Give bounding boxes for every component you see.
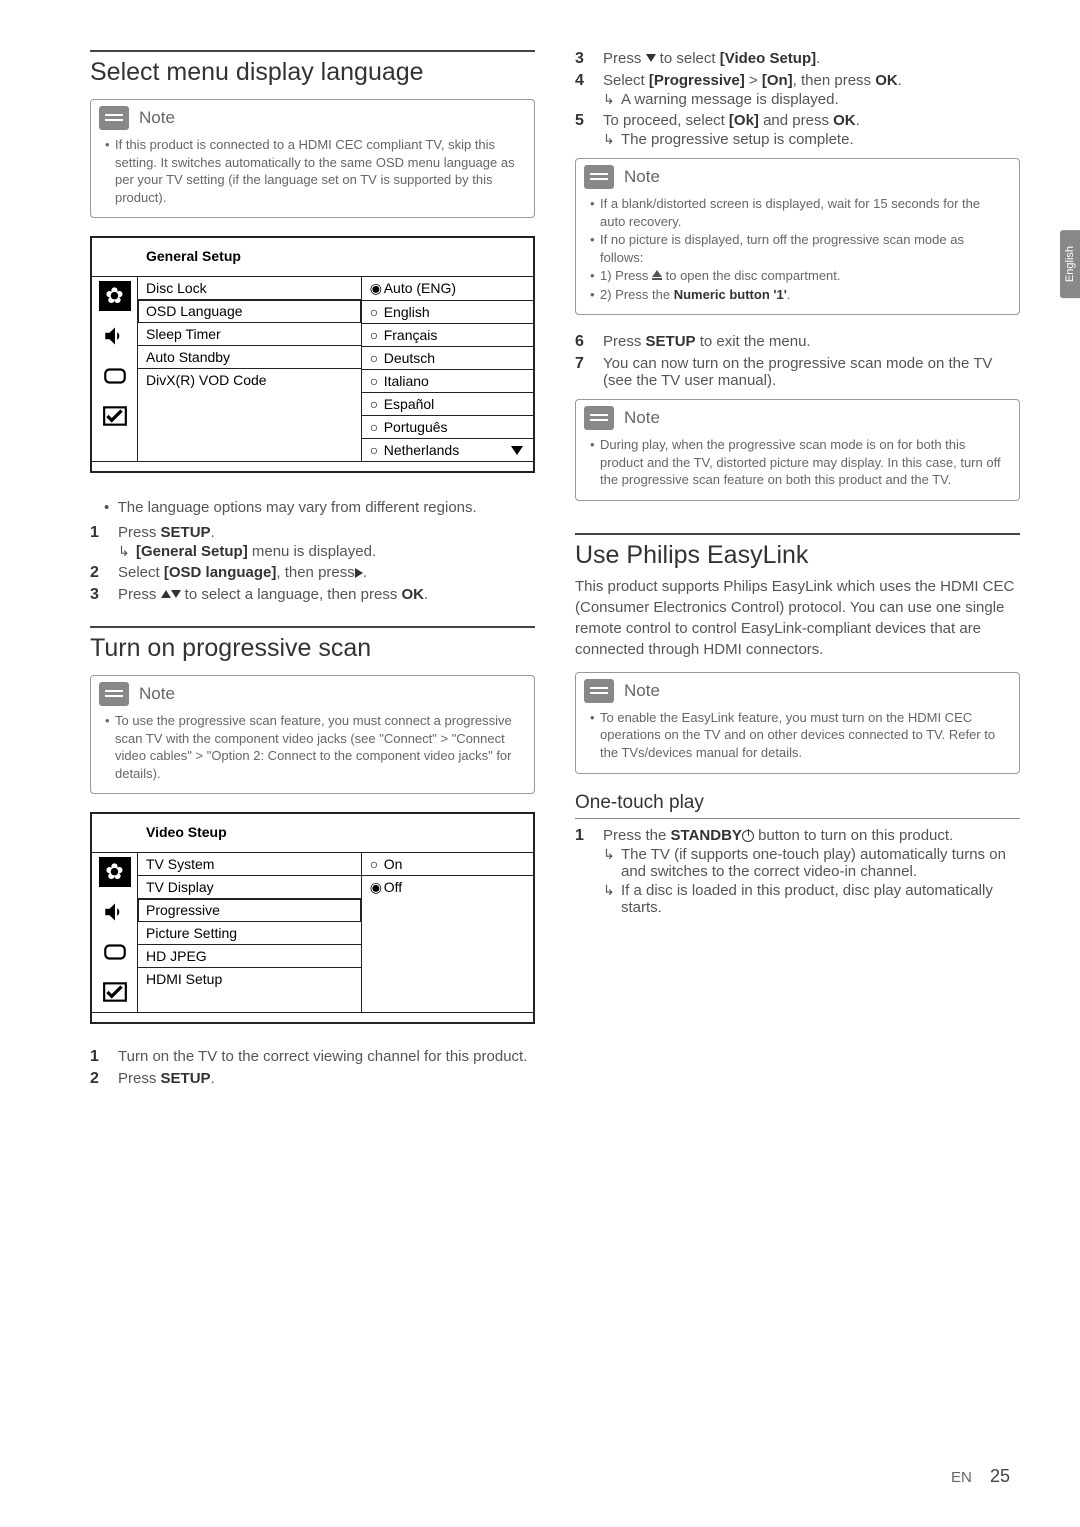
- note-icon: [99, 106, 129, 130]
- step-result: If a disc is loaded in this product, dis…: [603, 882, 1020, 916]
- scroll-down-icon: [511, 446, 523, 455]
- steps-list: 1 Press SETUP. [General Setup] menu is d…: [90, 524, 535, 604]
- menu-value: ○Español: [362, 393, 533, 416]
- menu-item: Disc Lock: [138, 277, 361, 300]
- step-result: A warning message is displayed.: [603, 91, 902, 108]
- menu-sidebar: ✿: [92, 277, 138, 461]
- note-label: Note: [624, 681, 660, 701]
- note-label: Note: [624, 167, 660, 187]
- menu-value: ○On: [362, 853, 533, 876]
- osd-menu-video: Video Steup ✿ TV System TV Display Progr…: [90, 812, 535, 1024]
- section-rule: [575, 533, 1020, 535]
- menu-item: Sleep Timer: [138, 323, 361, 346]
- speaker-icon: [99, 897, 131, 927]
- menu-value: ○English: [362, 301, 533, 324]
- up-arrow-icon: [161, 590, 171, 598]
- menu-title: General Setup: [92, 238, 533, 276]
- note-label: Note: [624, 408, 660, 428]
- note-box: Note If this product is connected to a H…: [90, 99, 535, 218]
- section-rule: [90, 626, 535, 628]
- footer-page-number: 25: [990, 1466, 1010, 1486]
- note-text: 1) Press to open the disc compartment.: [590, 267, 1005, 285]
- menu-item: HD JPEG: [138, 945, 361, 968]
- menu-sidebar: ✿: [92, 853, 138, 1012]
- note-text: If no picture is displayed, turn off the…: [590, 231, 1005, 266]
- power-icon: [742, 830, 754, 842]
- section-paragraph: This product supports Philips EasyLink w…: [575, 576, 1020, 660]
- eject-icon: [652, 270, 662, 280]
- down-arrow-icon: [171, 590, 181, 598]
- note-box: Note To enable the EasyLink feature, you…: [575, 672, 1020, 774]
- section-rule: [90, 50, 535, 52]
- note-box: Note To use the progressive scan feature…: [90, 675, 535, 794]
- body-text: • The language options may vary from dif…: [90, 497, 535, 518]
- menu-value: ○Italiano: [362, 370, 533, 393]
- steps-list: 1 Press the STANDBY button to turn on th…: [575, 827, 1020, 916]
- page-footer: EN 25: [951, 1466, 1010, 1487]
- steps-list: 6 Press SETUP to exit the menu. 7 You ca…: [575, 333, 1020, 389]
- speaker-icon: [99, 321, 131, 351]
- note-label: Note: [139, 108, 175, 128]
- section-title: Turn on progressive scan: [90, 634, 535, 663]
- note-text: If this product is connected to a HDMI C…: [105, 136, 520, 206]
- steps-list: 3 Press to select [Video Setup]. 4 Selec…: [575, 50, 1020, 148]
- menu-item: Auto Standby: [138, 346, 361, 369]
- right-column: 3 Press to select [Video Setup]. 4 Selec…: [575, 50, 1020, 1092]
- gear-icon: ✿: [99, 281, 131, 311]
- note-text: To use the progressive scan feature, you…: [105, 712, 520, 782]
- note-label: Note: [139, 684, 175, 704]
- step-result: The progressive setup is complete.: [603, 131, 860, 148]
- menu-item: TV System: [138, 853, 361, 876]
- page: Select menu display language Note If thi…: [0, 0, 1080, 1092]
- rect-icon: [99, 361, 131, 391]
- step-text: You can now turn on the progressive scan…: [603, 355, 1020, 389]
- menu-value-selected: ◉Auto (ENG): [362, 277, 533, 301]
- note-icon: [584, 406, 614, 430]
- menu-item: TV Display: [138, 876, 361, 899]
- language-tab: English: [1060, 230, 1080, 298]
- note-icon: [584, 679, 614, 703]
- note-text: To enable the EasyLink feature, you must…: [590, 709, 1005, 762]
- note-icon: [99, 682, 129, 706]
- menu-value-selected: ◉Off: [362, 876, 533, 899]
- subsection-title: One-touch play: [575, 792, 1020, 814]
- osd-menu-general: General Setup ✿ Disc Lock OSD Language S…: [90, 236, 535, 473]
- menu-value: ○Français: [362, 324, 533, 347]
- menu-item: DivX(R) VOD Code: [138, 369, 361, 391]
- step-result: The TV (if supports one-touch play) auto…: [603, 846, 1020, 880]
- check-icon: [99, 977, 131, 1007]
- menu-item: HDMI Setup: [138, 968, 361, 990]
- menu-item-selected: Progressive: [138, 899, 361, 922]
- section-title: Use Philips EasyLink: [575, 541, 1020, 570]
- steps-list: 1 Turn on the TV to the correct viewing …: [90, 1048, 535, 1088]
- step-text: Turn on the TV to the correct viewing ch…: [118, 1048, 527, 1065]
- step-result: [General Setup] menu is displayed.: [118, 543, 376, 560]
- note-box: Note If a blank/distorted screen is disp…: [575, 158, 1020, 315]
- menu-value: ○Deutsch: [362, 347, 533, 370]
- check-icon: [99, 401, 131, 431]
- menu-title: Video Steup: [92, 814, 533, 852]
- note-text: During play, when the progressive scan m…: [590, 436, 1005, 489]
- note-box: Note During play, when the progressive s…: [575, 399, 1020, 501]
- rect-icon: [99, 937, 131, 967]
- footer-lang: EN: [951, 1469, 972, 1486]
- menu-item-selected: OSD Language: [138, 300, 361, 323]
- menu-item: Picture Setting: [138, 922, 361, 945]
- note-icon: [584, 165, 614, 189]
- menu-value: ○Português: [362, 416, 533, 439]
- left-column: Select menu display language Note If thi…: [90, 50, 535, 1092]
- subsection-rule: [575, 818, 1020, 819]
- gear-icon: ✿: [99, 857, 131, 887]
- section-title: Select menu display language: [90, 58, 535, 87]
- note-text: If a blank/distorted screen is displayed…: [590, 195, 1005, 230]
- note-text: 2) Press the Numeric button '1'.: [590, 286, 1005, 304]
- menu-value: ○Netherlands: [362, 439, 533, 461]
- right-arrow-icon: [355, 568, 363, 578]
- down-arrow-icon: [646, 54, 656, 62]
